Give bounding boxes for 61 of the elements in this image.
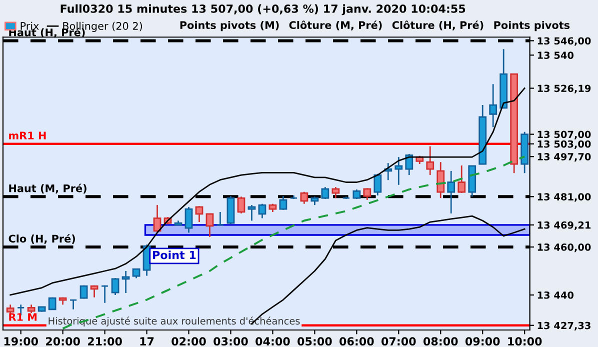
x-tick-label: 20:00 [46,337,80,346]
candlestick [394,156,403,186]
candlestick [195,206,204,223]
ref-line-label: Clo (H, Pré) [8,234,75,244]
candlestick [258,203,266,219]
candlestick [184,206,193,234]
candlestick [132,268,140,279]
candlestick [206,212,214,238]
candlestick [363,188,372,201]
candlestick [489,83,498,128]
x-tick-label: 05:00 [298,337,332,346]
candlestick [332,186,340,199]
candlestick [300,191,308,205]
candlestick [216,211,224,226]
ref-line-label: R1 M [9,313,37,321]
chart-title: Full0320 15 minutes 13 507,00 (+0,63 %) 17 janv. 2020 10:04:55 [60,4,466,16]
candlestick [69,299,78,310]
y-tick-label: 13 526,19 [538,84,591,94]
y-tick-label: 13 440 [538,291,574,299]
y-tick-label: 13 497,70 [538,153,591,162]
candlestick [374,173,382,196]
x-tick-label: 03:00 [214,337,248,346]
candlestick [100,284,109,304]
candlestick [279,195,288,211]
x-tick-label: 09:00 [465,337,500,346]
x-tick-label: 17 [140,337,154,346]
candlestick [237,196,246,214]
x-tick-label: 07:00 [381,337,416,346]
y-tick-label: 13 503,00 [538,140,591,149]
x-tick-label: 10:00 [508,337,542,346]
y-tick-label: 13 460,00 [538,243,591,252]
y-tick-label: 13 540 [538,52,574,59]
y-tick-label: 13 546,00 [538,37,591,46]
x-tick-label: 08:00 [423,337,458,346]
text: Clôture (H, Pré) [392,20,484,30]
legend-label: Prix [20,22,39,30]
candlestick [426,146,434,176]
candlestick [447,170,456,214]
candlestick [153,204,162,234]
y-tick-label: 13 507,00 [538,130,591,140]
candlestick [111,277,120,296]
y-tick-label: 13 469,21 [538,221,591,230]
x-tick-label: 02:00 [172,337,206,346]
candlestick [122,270,130,294]
candlestick [458,164,466,194]
candlestick [405,153,414,176]
candlestick [248,204,256,222]
text: Clôture (M, Pré) [289,20,382,30]
text: Points pivots [494,20,570,32]
text: Points pivots (M) [180,20,279,32]
x-tick-label: 06:00 [340,337,374,346]
x-tick-label: 04:00 [256,337,290,346]
y-tick-label: 13 481,00 [538,193,591,202]
ref-line-label: mR1 H [9,132,46,140]
candlestick [80,284,88,300]
y-tick-label: 13 427,33 [538,322,590,330]
x-tick-label: 21:00 [88,337,122,346]
candlestick [436,161,445,199]
x-tick-label: 19:00 [4,337,38,346]
band-label: Point 1 [153,250,196,260]
ref-line-label: Haut (M, Pré) [9,184,86,194]
